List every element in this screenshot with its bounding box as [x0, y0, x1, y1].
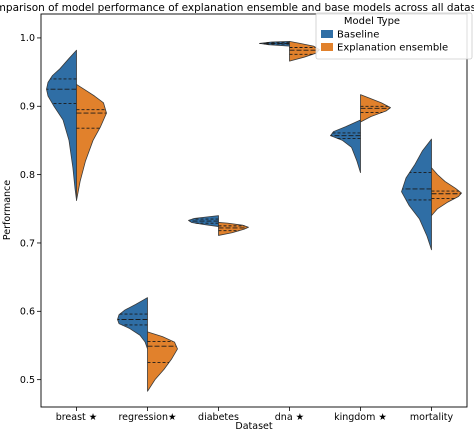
legend-box: [315, 12, 473, 60]
chart-title: Comparison of model performance of expla…: [0, 2, 474, 14]
violin-half: [147, 331, 178, 392]
x-tick-label: breast ★: [56, 412, 98, 423]
violin-half: [401, 138, 432, 251]
violins-layer: [46, 40, 462, 392]
violin-half: [330, 119, 361, 173]
y-tick-label: 0.8: [20, 170, 35, 181]
legend-label-baseline: Baseline: [337, 30, 379, 41]
violin-half: [431, 167, 462, 217]
y-tick-label: 0.5: [20, 375, 35, 386]
x-tick-label: kingdom ★: [334, 412, 387, 423]
y-axis-label: Performance: [2, 180, 13, 240]
x-tick-label: diabetes: [198, 412, 239, 423]
x-tick-label: regression★: [118, 412, 176, 423]
violin-half: [76, 84, 107, 201]
legend-label-explanation-ensemble: Explanation ensemble: [337, 43, 448, 54]
x-tick-label: dna ★: [275, 412, 304, 423]
y-axis: 0.5 0.6 0.7 0.8 0.9 1.0: [20, 33, 41, 386]
y-tick-label: 1.0: [20, 33, 35, 44]
violin-half: [46, 49, 77, 201]
legend-swatch-explanation-ensemble: [321, 43, 333, 51]
y-tick-label: 0.9: [20, 102, 35, 113]
violin-half: [289, 40, 320, 62]
legend-title: Model Type: [344, 16, 400, 27]
y-tick-label: 0.6: [20, 307, 35, 318]
violin-half: [117, 297, 148, 350]
violin-half: [218, 222, 249, 236]
x-axis-label: Dataset: [235, 421, 272, 431]
legend-swatch-baseline: [321, 30, 333, 38]
plot-frame: [40, 13, 468, 408]
legend: Model Type Baseline Explanation ensemble: [315, 12, 473, 60]
x-axis: breast ★ regression★ diabetes dna ★ kingdom …: [56, 407, 454, 423]
y-tick-label: 0.7: [20, 238, 35, 249]
x-tick-label: mortality: [410, 412, 454, 423]
